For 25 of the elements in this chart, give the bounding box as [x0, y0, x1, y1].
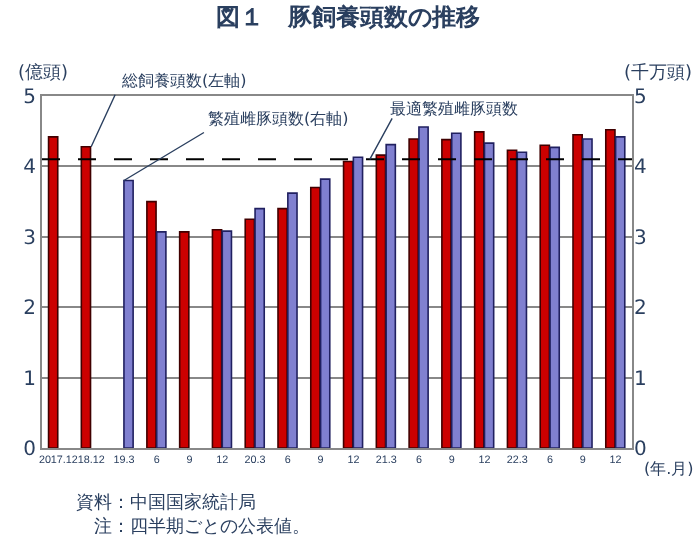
y2-tick-label: 1 [634, 368, 647, 391]
text: 注：四半期ごとの公表値。 [76, 516, 310, 538]
bar [123, 179, 134, 448]
series-label: 繁殖雌豚頭数(右軸) [208, 110, 349, 128]
y-tick-label: 5 [23, 87, 36, 109]
ref-line-label: 最適繁殖雌豚頭数 [390, 100, 518, 118]
y-tick-label: 0 [23, 439, 36, 461]
y2-tick-label: 0 [634, 439, 647, 461]
bar [80, 145, 92, 448]
chart-title: 図１ 豚飼養頭数の推移 [216, 2, 480, 31]
y-tick-label: 2 [23, 298, 36, 321]
y-tick-label: 4 [23, 157, 36, 180]
y2-tick-label: 5 [634, 87, 647, 109]
y-tick-label: 1 [23, 368, 36, 391]
x-axis-title: (年.月) [644, 460, 694, 478]
y2-tick-label: 4 [634, 157, 647, 180]
y-tick-label: 3 [23, 227, 36, 250]
y-axis-title: (億頭) [18, 62, 69, 84]
y2-tick-label: 3 [634, 227, 647, 250]
bar [47, 136, 59, 448]
text: 資料：中国国家統計局 [76, 492, 256, 514]
text: 総飼養頭数(左軸) [120, 72, 247, 90]
y2-axis-title: (千万頭) [624, 62, 693, 84]
bar [178, 231, 190, 448]
y2-tick-label: 2 [634, 298, 647, 321]
